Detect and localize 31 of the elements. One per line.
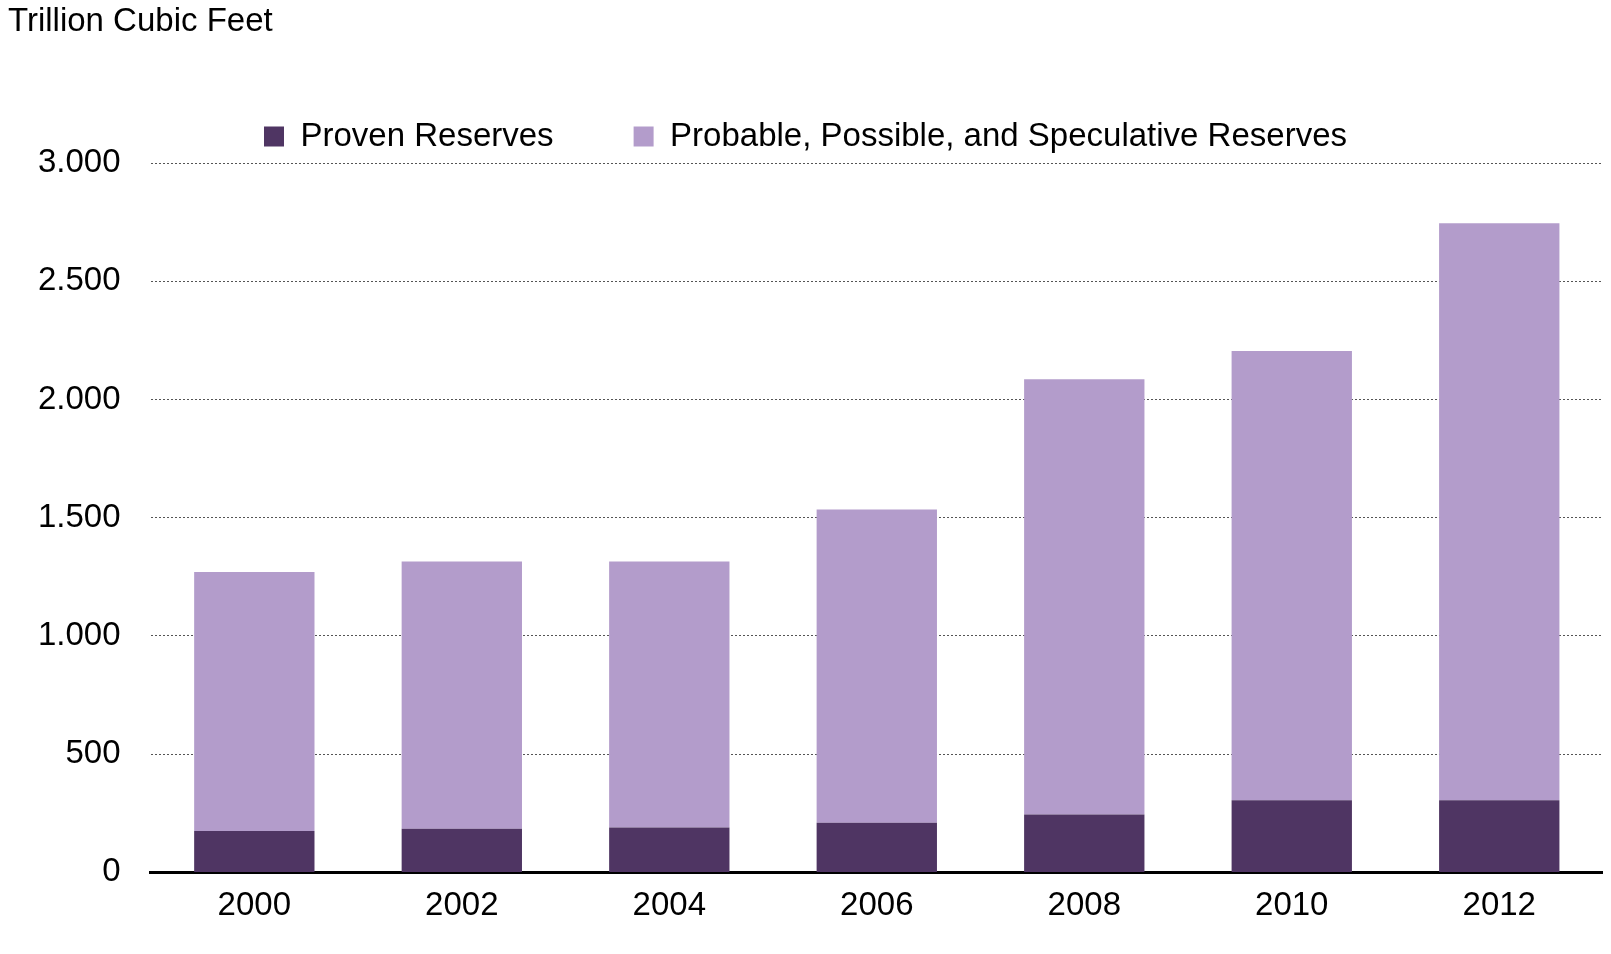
bar (1231, 800, 1352, 872)
legend-label: Proven Reserves (300, 115, 554, 153)
y-tick-label: 2.000 (37, 378, 121, 416)
y-tick-label: 500 (65, 733, 121, 771)
x-tick-label: 2000 (217, 885, 292, 923)
bar (816, 822, 937, 872)
x-tick-label: 2010 (1255, 885, 1329, 923)
bar (1024, 379, 1145, 815)
y-tick-label: 1.000 (37, 615, 121, 653)
y-axis-title: Trillion Cubic Feet (8, 0, 274, 40)
x-tick-label: 2006 (840, 885, 914, 923)
bar (609, 827, 730, 872)
y-tick-label: 0 (102, 851, 121, 889)
bar (401, 561, 522, 829)
x-tick-label: 2012 (1462, 885, 1536, 923)
y-tick-label: 2.500 (37, 260, 121, 298)
x-tick-label: 2004 (632, 885, 707, 923)
bar (1024, 814, 1145, 872)
bar (1439, 800, 1560, 872)
bar (194, 572, 315, 832)
bar (194, 831, 315, 872)
bar (401, 828, 522, 872)
bar (1439, 223, 1560, 801)
bar (1231, 350, 1352, 801)
bar (609, 561, 730, 828)
legend-label: Probable, Possible, and Speculative Reserves (670, 115, 1347, 153)
y-tick-label: 1.500 (37, 496, 121, 534)
y-tick-label: 3.000 (37, 142, 121, 180)
bar (816, 509, 937, 823)
x-tick-label: 2008 (1047, 885, 1121, 923)
x-tick-label: 2002 (425, 885, 499, 923)
